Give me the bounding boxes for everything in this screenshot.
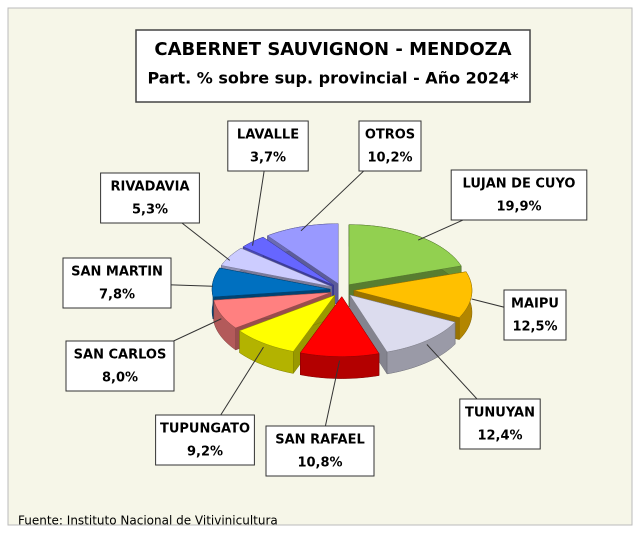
category-label: SAN RAFAEL (275, 433, 365, 448)
value-label: 10,2% (367, 151, 412, 166)
label-box (65, 340, 175, 392)
category-label: LAVALLE (237, 128, 299, 143)
category-label: TUPUNGATO (160, 422, 250, 437)
category-label: TUNUYAN (465, 406, 535, 421)
slice-top (348, 224, 462, 285)
value-label: 12,4% (477, 429, 522, 444)
value-label: 10,8% (297, 456, 342, 471)
slice (299, 295, 380, 379)
chart-subtitle: Part. % sobre sup. provincial - Año 2024… (147, 69, 519, 88)
slice-top (239, 294, 336, 352)
value-label: 5,3% (132, 203, 168, 218)
value-label: 19,9% (496, 200, 541, 215)
slice-top (220, 247, 332, 287)
label-box (358, 120, 422, 172)
source-note: Fuente: Instituto Nacional de Vitivinicu… (18, 514, 278, 528)
label-box (265, 425, 375, 477)
value-label: 9,2% (187, 445, 223, 460)
label-box (459, 398, 541, 450)
slice-top (242, 236, 334, 286)
category-label: MAIPU (511, 297, 559, 312)
category-label: RIVADAVIA (110, 180, 189, 195)
value-label: 12,5% (512, 320, 557, 335)
label-box (62, 257, 172, 309)
slice-top (349, 294, 456, 353)
slice-top (213, 292, 331, 329)
slice-top (266, 223, 339, 285)
title-box (135, 29, 531, 103)
slice-top (299, 296, 380, 357)
label-box (100, 172, 200, 224)
label-box (450, 169, 588, 221)
value-label: 7,8% (99, 288, 135, 303)
category-label: LUJAN DE CUYO (463, 177, 576, 192)
category-label: SAN MARTIN (71, 265, 163, 280)
slice-top (211, 267, 331, 298)
category-label: SAN CARLOS (74, 348, 167, 363)
label-box (155, 414, 255, 466)
label-box (503, 289, 567, 341)
label-box (227, 120, 309, 172)
value-label: 8,0% (102, 371, 138, 386)
category-label: OTROS (365, 128, 415, 143)
slice-top (353, 271, 473, 318)
chart-title: CABERNET SAUVIGNON - MENDOZA (154, 39, 511, 60)
value-label: 3,7% (250, 151, 286, 166)
